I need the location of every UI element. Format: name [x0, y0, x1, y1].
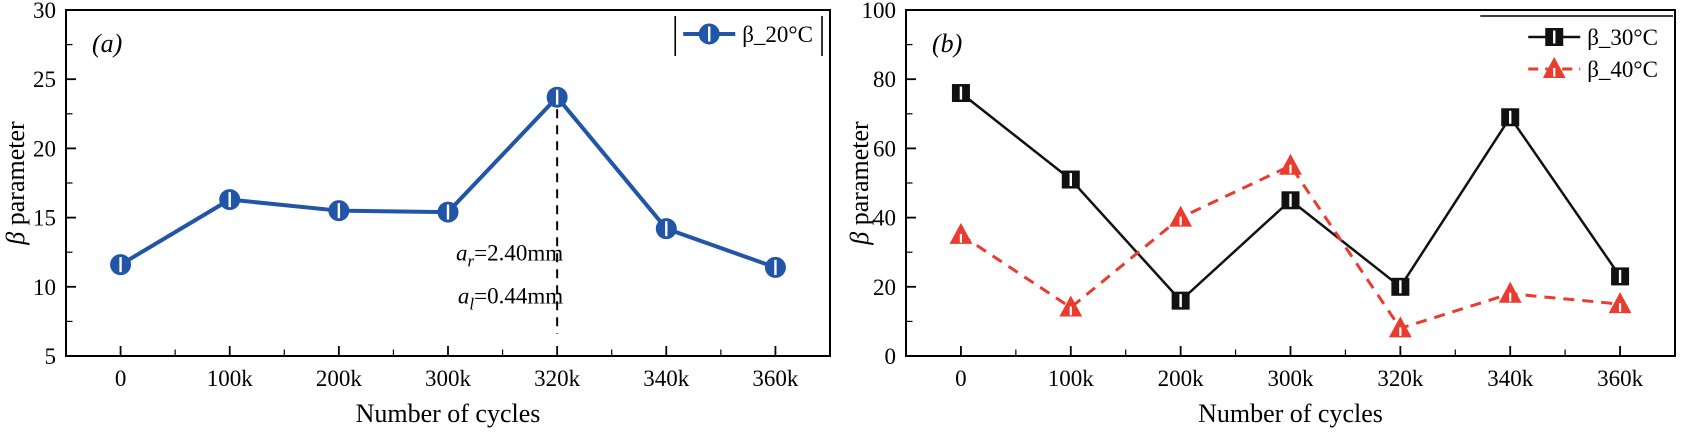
triangle-marker — [1498, 281, 1522, 303]
x-tick-label: 0 — [955, 366, 967, 391]
y-axis-label: β parameter — [845, 121, 874, 246]
y-tick-label: 30 — [33, 0, 56, 23]
x-tick-label: 320k — [1377, 366, 1424, 391]
annotation-text: al=0.44mm — [458, 283, 563, 313]
x-axis-label: Number of cycles — [1198, 399, 1383, 428]
y-tick-label: 15 — [33, 206, 56, 231]
legend: β_20°C — [674, 16, 823, 56]
y-tick-label: 5 — [45, 344, 57, 369]
x-tick-label: 300k — [425, 366, 472, 391]
legend-label: β_30°C — [1587, 25, 1658, 50]
x-tick-label: 320k — [534, 366, 581, 391]
panel-label: (b) — [932, 29, 962, 58]
panel-label: (a) — [92, 29, 122, 58]
x-tick-label: 340k — [1487, 366, 1534, 391]
x-tick-label: 360k — [752, 366, 799, 391]
y-tick-label: 20 — [33, 136, 56, 161]
triangle-marker — [1059, 295, 1083, 317]
triangle-marker — [1388, 316, 1412, 338]
y-tick-label: 20 — [873, 275, 896, 300]
plot-border — [65, 9, 831, 357]
x-tick-label: 340k — [643, 366, 690, 391]
x-tick-label: 0 — [115, 366, 127, 391]
x-tick-label: 100k — [207, 366, 254, 391]
triangle-marker — [1169, 205, 1193, 227]
y-tick-label: 100 — [862, 0, 897, 23]
y-tick-label: 40 — [873, 206, 896, 231]
y-tick-label: 10 — [33, 275, 56, 300]
x-tick-label: 200k — [316, 366, 363, 391]
plot-border — [905, 9, 1676, 357]
annotation-text: ar=2.40mm — [456, 241, 563, 271]
x-tick-label: 200k — [1158, 366, 1205, 391]
chart-a-svg: 5 10 15 20 25 30 0 100k 200k 300k 320k 340k 360k ar=2… — [1, 0, 831, 428]
legend-label: β_20°C — [742, 22, 813, 47]
y-tick-label: 80 — [873, 67, 896, 92]
chart-panel-a: 5 10 15 20 25 30 0 100k 200k 300k 320k 340k 360k ar=2… — [1, 0, 831, 428]
x-axis-label: Number of cycles — [356, 399, 541, 428]
chart-b-svg: 0 20 40 60 80 100 0 100k 200k 300k 320k 340k 360k β_3… — [845, 0, 1676, 428]
y-tick-label: 25 — [33, 67, 56, 92]
legend: β_30°C β_40°C — [1480, 15, 1673, 82]
y-tick-label: 0 — [885, 344, 897, 369]
x-tick-label: 100k — [1048, 366, 1095, 391]
triangle-marker — [949, 222, 973, 244]
x-tick-label: 300k — [1268, 366, 1315, 391]
x-tick-label: 360k — [1597, 366, 1644, 391]
triangle-marker — [1608, 292, 1632, 314]
chart-panel-b: 0 20 40 60 80 100 0 100k 200k 300k 320k 340k 360k β_3… — [844, 0, 1687, 432]
triangle-marker — [1542, 57, 1566, 78]
y-tick-label: 60 — [873, 136, 896, 161]
legend-label: β_40°C — [1587, 57, 1658, 82]
triangle-marker — [1279, 153, 1302, 175]
y-axis-label: β parameter — [1, 121, 30, 246]
